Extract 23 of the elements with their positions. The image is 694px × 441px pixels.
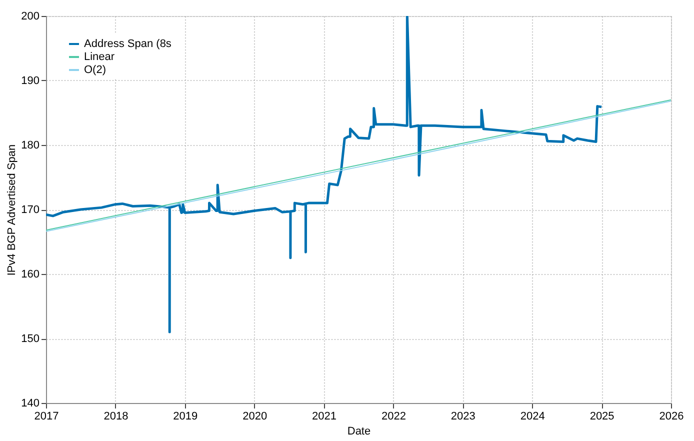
- line-series: [46, 16, 603, 334]
- x-tick-label: 2025: [590, 410, 614, 422]
- x-tick-label: 2018: [104, 410, 128, 422]
- y-tick-label: 180: [21, 140, 40, 152]
- legend-label: Linear: [84, 51, 115, 63]
- y-tick-label: 150: [21, 333, 40, 345]
- y-tick-label: 170: [21, 204, 40, 216]
- legend-label: O(2): [84, 64, 106, 76]
- y-tick-label: 190: [21, 75, 40, 87]
- x-tick-label: 2022: [381, 410, 406, 422]
- x-axis-title: Date: [347, 426, 371, 438]
- y-tick-label: 140: [21, 398, 40, 410]
- x-tick-label: 2020: [242, 410, 268, 422]
- x-tick-label: 2024: [520, 410, 545, 422]
- x-tick-label: 2021: [312, 410, 337, 422]
- x-tick-label: 2026: [659, 410, 684, 422]
- x-tick-label: 2019: [173, 410, 198, 422]
- x-tick-label: 2017: [34, 410, 59, 422]
- x-tick-label: 2023: [450, 410, 476, 422]
- legend-label: Address Span (8s: [84, 38, 172, 50]
- y-axis-title: IPv4 BGP Advertised Span: [6, 144, 18, 276]
- y-tick-label: 160: [21, 268, 40, 280]
- y-tick-label: 200: [21, 10, 40, 22]
